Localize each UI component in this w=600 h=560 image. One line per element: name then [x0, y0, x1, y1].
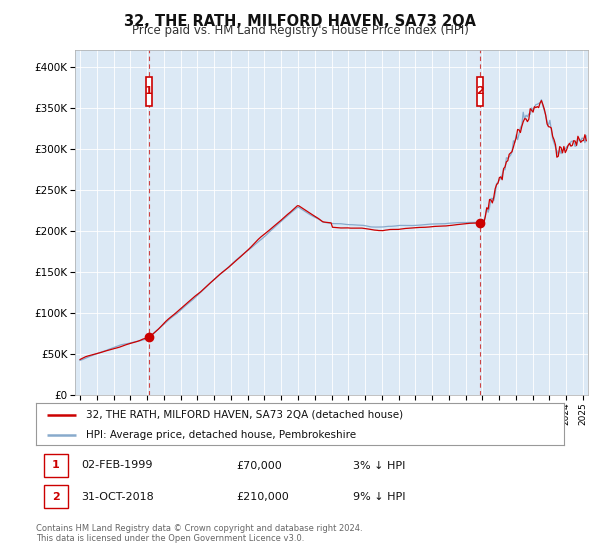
- Text: 02-FEB-1999: 02-FEB-1999: [81, 460, 152, 470]
- Text: 9% ↓ HPI: 9% ↓ HPI: [353, 492, 406, 502]
- FancyBboxPatch shape: [146, 77, 152, 106]
- Text: 1: 1: [145, 86, 152, 96]
- Text: 1: 1: [52, 460, 59, 470]
- Text: £70,000: £70,000: [236, 460, 283, 470]
- Text: 2: 2: [476, 86, 484, 96]
- Text: £210,000: £210,000: [236, 492, 289, 502]
- Text: 31-OCT-2018: 31-OCT-2018: [81, 492, 154, 502]
- FancyBboxPatch shape: [476, 77, 482, 106]
- Text: HPI: Average price, detached house, Pembrokeshire: HPI: Average price, detached house, Pemb…: [86, 430, 356, 440]
- Text: 32, THE RATH, MILFORD HAVEN, SA73 2QA (detached house): 32, THE RATH, MILFORD HAVEN, SA73 2QA (d…: [86, 410, 403, 420]
- Text: 32, THE RATH, MILFORD HAVEN, SA73 2QA: 32, THE RATH, MILFORD HAVEN, SA73 2QA: [124, 14, 476, 29]
- Text: Price paid vs. HM Land Registry's House Price Index (HPI): Price paid vs. HM Land Registry's House …: [131, 24, 469, 37]
- FancyBboxPatch shape: [44, 454, 68, 477]
- Text: 3% ↓ HPI: 3% ↓ HPI: [353, 460, 405, 470]
- Text: 2: 2: [52, 492, 59, 502]
- Text: Contains HM Land Registry data © Crown copyright and database right 2024.
This d: Contains HM Land Registry data © Crown c…: [36, 524, 362, 543]
- FancyBboxPatch shape: [44, 486, 68, 508]
